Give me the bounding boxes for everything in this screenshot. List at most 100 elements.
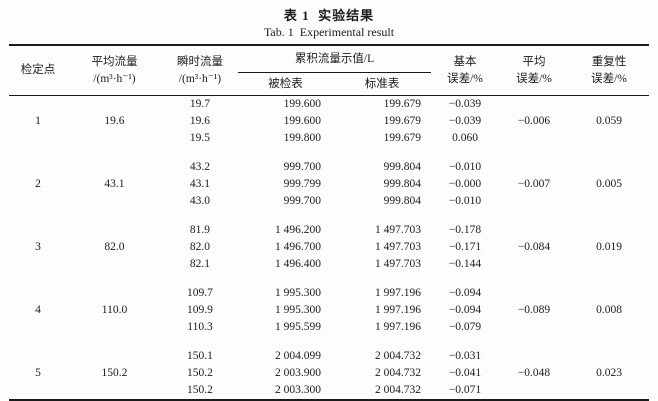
- header-avg-flow: 平均流量 /(m³·h⁻¹): [91, 55, 138, 85]
- avg-error-cell: −0.084: [517, 240, 551, 253]
- inst-flow-cell: 82.0: [189, 240, 211, 253]
- header-basic-error: 基本 误差/%: [447, 55, 483, 85]
- repeatability-cell: 0.008: [596, 303, 622, 316]
- standard-meter-cell: 999.804: [383, 177, 421, 190]
- avg-flow-cell: 43.1: [104, 177, 125, 190]
- basic-error-cell: −0.041: [448, 366, 482, 379]
- avg-error-cell: −0.048: [517, 366, 551, 379]
- table-row: 5 150.2 150.1 2 004.099 2 004.732 −0.031…: [9, 348, 649, 379]
- point-cell: 4: [35, 303, 41, 316]
- standard-meter-cell: 1 997.196: [375, 303, 421, 316]
- header-cumulative-group: 累积流量示值/L: [237, 45, 431, 73]
- standard-meter-cell: 199.679: [383, 97, 421, 110]
- table-header: 检定点 平均流量 /(m³·h⁻¹) 瞬时流量 /(m³·h⁻¹) 累积流量示值…: [8, 45, 649, 96]
- standard-meter-cell: 2 004.732: [375, 349, 421, 362]
- point-cell: 1: [35, 114, 41, 127]
- inst-flow-cell: 150.2: [187, 366, 213, 379]
- inst-flow-cell: 19.5: [189, 131, 211, 144]
- inst-flow-cell: 19.7: [189, 97, 211, 110]
- table-row: 150.2 2 003.900 2 004.732 −0.041: [9, 365, 649, 382]
- standard-meter-cell: 2 004.732: [375, 383, 421, 396]
- basic-error-cell: −0.079: [448, 320, 482, 333]
- tested-meter-cell: 2 003.900: [274, 366, 321, 379]
- header-repeatability: 重复性 误差/%: [591, 55, 627, 85]
- inst-flow-cell: 150.2: [187, 383, 213, 396]
- standard-meter-cell: 1 497.703: [375, 223, 421, 236]
- point-cell: 2: [35, 177, 41, 190]
- tested-meter-cell: 1 496.200: [274, 223, 321, 236]
- standard-meter-cell: 1 997.196: [375, 320, 421, 333]
- header-tested-meter: 被检表: [268, 77, 303, 90]
- inst-flow-cell: 81.9: [189, 223, 211, 236]
- experimental-results-table: 检定点 平均流量 /(m³·h⁻¹) 瞬时流量 /(m³·h⁻¹) 累积流量示值…: [8, 44, 649, 401]
- table-row: 82.0 1 496.700 1 497.703 −0.171: [9, 239, 649, 256]
- group-spacer: [9, 147, 649, 159]
- basic-error-cell: −0.171: [448, 240, 482, 253]
- table-row: 4 110.0 109.7 1 995.300 1 997.196 −0.094…: [9, 285, 649, 316]
- tested-meter-cell: 999.700: [283, 160, 321, 173]
- inst-flow-cell: 43.1: [189, 177, 211, 190]
- basic-error-cell: −0.010: [448, 160, 482, 173]
- tested-meter-cell: 1 995.599: [274, 320, 321, 333]
- basic-error-cell: −0.144: [448, 257, 482, 270]
- group-spacer: [9, 210, 649, 222]
- tested-meter-cell: 1 496.700: [274, 240, 321, 253]
- avg-flow-cell: 150.2: [101, 366, 128, 379]
- group-spacer: [9, 336, 649, 348]
- avg-error-cell: −0.006: [517, 114, 551, 127]
- header-inst-flow: 瞬时流量 /(m³·h⁻¹): [176, 55, 223, 85]
- point-cell: 3: [35, 240, 41, 253]
- header-point: 检定点: [20, 64, 56, 77]
- avg-flow-cell: 110.0: [101, 303, 128, 316]
- repeatability-cell: 0.059: [596, 114, 622, 127]
- avg-error-cell: −0.007: [517, 177, 551, 190]
- group-4: 4 110.0 109.7 1 995.300 1 997.196 −0.094…: [9, 285, 649, 336]
- repeatability-cell: 0.019: [596, 240, 622, 253]
- standard-meter-cell: 199.679: [383, 131, 421, 144]
- group-2: 2 43.1 43.2 999.700 999.804 −0.010 −0.00…: [9, 159, 649, 210]
- basic-error-cell: 0.060: [452, 131, 478, 144]
- inst-flow-cell: 109.9: [187, 303, 213, 316]
- table-row: 110.3 1 995.599 1 997.196 −0.079: [9, 319, 649, 336]
- standard-meter-cell: 199.679: [383, 114, 421, 127]
- table-row: 150.2 2 003.300 2 004.732 −0.071: [9, 382, 649, 400]
- tested-meter-cell: 2 003.300: [274, 383, 321, 396]
- avg-flow-cell: 82.0: [104, 240, 125, 253]
- inst-flow-cell: 43.0: [189, 194, 211, 207]
- tested-meter-cell: 1 995.300: [274, 286, 321, 299]
- tested-meter-cell: 2 004.099: [274, 349, 321, 362]
- group-1: 1 19.6 19.7 199.600 199.679 −0.039 −0.00…: [9, 96, 649, 148]
- tested-meter-cell: 1 995.300: [274, 303, 321, 316]
- basic-error-cell: −0.039: [448, 114, 482, 127]
- standard-meter-cell: 1 497.703: [375, 240, 421, 253]
- table-row: 82.1 1 496.400 1 497.703 −0.144: [9, 256, 649, 273]
- header-standard-meter: 标准表: [364, 77, 400, 90]
- group-spacer: [9, 273, 649, 285]
- table-row: 3 82.0 81.9 1 496.200 1 497.703 −0.178 −…: [9, 222, 649, 253]
- inst-flow-cell: 150.1: [187, 349, 213, 362]
- point-cell: 5: [35, 366, 41, 379]
- inst-flow-cell: 110.3: [187, 320, 213, 333]
- table-row: 109.9 1 995.300 1 997.196 −0.094: [9, 302, 649, 319]
- standard-meter-cell: 1 997.196: [375, 286, 421, 299]
- table-row: 2 43.1 43.2 999.700 999.804 −0.010 −0.00…: [9, 159, 649, 190]
- table-row: 19.5 199.800 199.679 0.060: [9, 130, 649, 147]
- basic-error-cell: −0.000: [448, 177, 482, 190]
- basic-error-cell: −0.031: [448, 349, 482, 362]
- avg-flow-cell: 19.6: [104, 114, 125, 127]
- basic-error-cell: −0.094: [448, 303, 482, 316]
- tested-meter-cell: 199.600: [283, 114, 321, 127]
- basic-error-cell: −0.178: [448, 223, 482, 236]
- table-title-zh: 表 1 实验结果: [283, 8, 375, 23]
- group-3: 3 82.0 81.9 1 496.200 1 497.703 −0.178 −…: [9, 222, 649, 273]
- repeatability-cell: 0.023: [596, 366, 622, 379]
- tested-meter-cell: 199.600: [283, 97, 321, 110]
- tested-meter-cell: 199.800: [283, 131, 321, 144]
- tested-meter-cell: 999.799: [283, 177, 321, 190]
- inst-flow-cell: 43.2: [189, 160, 211, 173]
- inst-flow-cell: 109.7: [187, 286, 213, 299]
- table-row: 43.0 999.700 999.804 −0.010: [9, 193, 649, 210]
- table-title-en: Tab. 1 Experimental result: [263, 25, 395, 39]
- table-row: 19.6 199.600 199.679 −0.039: [9, 113, 649, 130]
